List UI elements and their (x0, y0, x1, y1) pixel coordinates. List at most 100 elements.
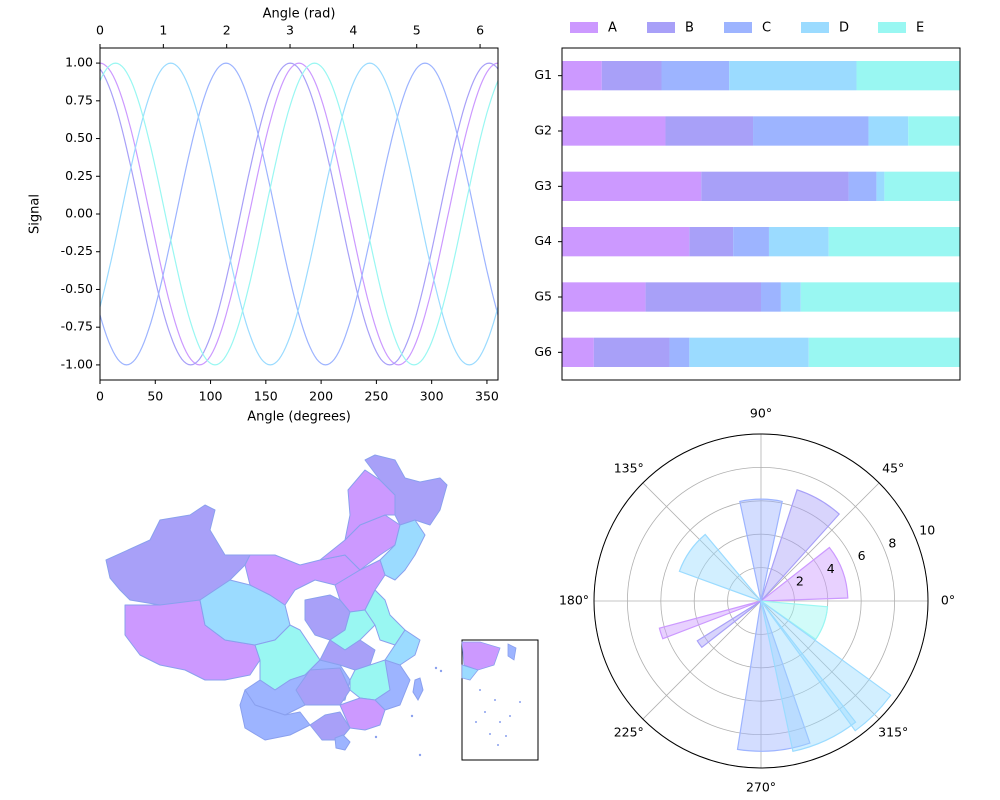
y-tick-label: -0.75 (61, 319, 93, 334)
map-islet-2 (374, 735, 378, 739)
map-region-3 (244, 554, 361, 606)
angle-tick-label: 0° (941, 593, 955, 608)
bar-G1-A (562, 61, 602, 91)
plot-frame (561, 47, 961, 381)
bar-G1-E (856, 61, 960, 91)
polar-bar-0 (759, 546, 849, 602)
bar-G5-A (562, 282, 646, 312)
bar-G6-A (562, 337, 594, 367)
bar-G2-B (665, 116, 754, 146)
bar-G4-D (768, 227, 829, 257)
polar-bar-8 (760, 600, 857, 753)
angular-grid-line (760, 482, 880, 602)
x-tick-label: 100 (199, 389, 223, 404)
line-chart: 0 50 100 150 200 250 300 350 0 1 2 3 4 5 6 -1.00 -0.75 -0… (28, 7, 499, 425)
inset-islet-4 (509, 715, 511, 717)
bar-G6-C (669, 337, 690, 367)
polar-bar-chart: 0° 45° 90° 135° 180° 225° 270° 315° 2 4 6 8 10 (559, 406, 955, 795)
angle-tick-label: 45° (882, 460, 904, 475)
bar-G6-D (689, 337, 809, 367)
stacked-bar-chart: G1 G2 G3 G4 G5 G6 A B C D E (534, 21, 961, 381)
map-region-19 (339, 697, 386, 731)
y-tick-label: 0.00 (65, 206, 93, 221)
legend-label: E (916, 21, 924, 36)
bar-G2-A (562, 116, 666, 146)
map-region-21 (309, 711, 351, 741)
category-label: G4 (534, 233, 552, 248)
y-tick-label: 0.25 (65, 168, 93, 183)
legend-swatch-B (647, 22, 675, 33)
map-islet-4 (410, 714, 414, 718)
polar-bar-2 (760, 489, 841, 602)
bar-G1-C (661, 61, 730, 91)
angle-tick-label: 90° (750, 406, 772, 421)
radial-tick-label: 10 (919, 523, 935, 538)
region-map (105, 454, 539, 761)
bar-G4-E (828, 227, 960, 257)
polar-frame (593, 433, 929, 769)
legend-label: D (839, 21, 849, 36)
polar-bar-3 (739, 498, 783, 602)
line-series-4 (99, 62, 499, 366)
angle-tick-label: 225° (614, 725, 644, 740)
x-tick-label: 0 (96, 389, 104, 404)
x-tick-label: 350 (475, 389, 499, 404)
x-tick-label: 50 (147, 389, 163, 404)
map-region-14 (319, 639, 376, 671)
map-island (412, 677, 424, 702)
bar-G4-B (689, 227, 734, 257)
polar-bar-9 (760, 600, 892, 732)
map-islet-0 (434, 666, 438, 670)
bar-G4-A (562, 227, 690, 257)
bar-G5-B (645, 282, 761, 312)
map-islet-3 (418, 753, 422, 757)
x2-tick-label: 6 (476, 23, 484, 38)
x2-tick-label: 4 (349, 23, 357, 38)
radial-tick-label: 4 (827, 561, 835, 576)
line-series-2 (99, 62, 499, 366)
bar-G2-E (908, 116, 960, 146)
inset-islet-9 (505, 735, 507, 737)
x2-tick-label: 5 (413, 23, 421, 38)
category-label: G5 (534, 289, 552, 304)
legend-label: A (608, 21, 617, 36)
x2-axis-label: Angle (rad) (263, 7, 336, 22)
y-tick-label: -0.50 (61, 281, 93, 296)
map-region-22 (334, 734, 351, 751)
y-axis-label: Signal (28, 194, 43, 234)
angle-tick-label: 270° (746, 780, 776, 795)
polar-bar-6 (696, 600, 762, 649)
bar-G5-C (761, 282, 781, 312)
polar-bar-4 (678, 533, 763, 603)
bar-G1-D (729, 61, 857, 91)
line-series-1 (99, 62, 499, 366)
map-region-5 (344, 469, 396, 541)
y-tick-label: -0.25 (61, 243, 93, 258)
angle-tick-label: 315° (878, 725, 908, 740)
inset-islet-3 (499, 721, 501, 723)
inset-islet-2 (484, 711, 486, 713)
inset-islet-1 (494, 699, 496, 701)
polar-bar-5 (658, 600, 762, 640)
radial-tick-label: 6 (858, 548, 866, 563)
bar-G3-E (884, 171, 960, 201)
category-label: G3 (534, 178, 552, 193)
x-tick-label: 300 (420, 389, 444, 404)
y-tick-label: 0.75 (65, 92, 93, 107)
y-tick-label: 1.00 (65, 55, 93, 70)
x2-tick-label: 3 (286, 23, 294, 38)
x2-tick-label: 2 (223, 23, 231, 38)
inset-island (507, 643, 517, 661)
bar-G2-D (868, 116, 909, 146)
bar-G2-C (753, 116, 869, 146)
angular-grid-line (760, 600, 880, 720)
line-series-3 (99, 62, 499, 366)
inset-region-1 (461, 664, 479, 681)
map-islet-1 (439, 669, 443, 673)
legend-swatch-D (801, 22, 829, 33)
inset-islet-0 (479, 689, 481, 691)
polar-bar-7 (736, 600, 811, 752)
inset-islet-7 (519, 701, 521, 703)
x-axis-label: Angle (degrees) (247, 410, 351, 425)
